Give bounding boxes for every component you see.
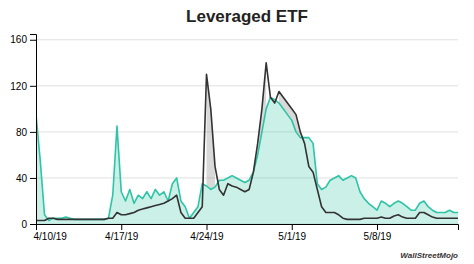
- tick-mark: [121, 224, 122, 230]
- tick-label: 80: [16, 127, 28, 138]
- plot: 0 40 80 120 160 4/10/19 4/17/19 4/24/19 5/1/19 5/…: [10, 34, 458, 242]
- axis-line: [37, 225, 459, 231]
- annotation: WallStreetMojo: [400, 251, 458, 260]
- tick-label: 4/17/19: [105, 231, 139, 242]
- axis-line: [30, 35, 37, 225]
- tick-mark: [207, 224, 208, 230]
- tick: 5/8/19: [364, 224, 392, 242]
- tick: 40: [16, 173, 36, 184]
- tick-mark: [36, 224, 37, 230]
- tick-label: 5/8/19: [364, 231, 392, 242]
- title: Leveraged ETF: [186, 7, 308, 26]
- marks: [36, 63, 458, 224]
- tick-label: 0: [21, 219, 27, 230]
- line: [36, 63, 458, 221]
- grid-line: [36, 131, 458, 132]
- tick-label: 40: [16, 173, 28, 184]
- x-axis: 4/10/19 4/17/19 4/24/19 5/1/19 5/8/19: [34, 224, 459, 242]
- y-axis: 0 40 80 120 160: [10, 34, 36, 229]
- tick-mark: [30, 224, 36, 225]
- tick: 4/10/19: [34, 224, 68, 242]
- tick-label: 160: [10, 34, 27, 45]
- tick-label: 120: [10, 81, 27, 92]
- grid-line: [36, 177, 458, 178]
- tick: 4/24/19: [190, 224, 224, 242]
- grid: [36, 40, 458, 224]
- tick-label: 4/10/19: [34, 231, 68, 242]
- tick-mark: [30, 178, 36, 179]
- tick: 5/1/19: [278, 224, 306, 242]
- line: [36, 97, 458, 220]
- tick: 4/17/19: [105, 224, 139, 242]
- tick-label: 5/1/19: [278, 231, 306, 242]
- tick-label: 4/24/19: [190, 231, 224, 242]
- tick-mark: [30, 132, 36, 133]
- chart: 0 40 80 120 160 4/10/19 4/17/19 4/24/19 5/1/19 5/…: [0, 0, 474, 264]
- tick: 80: [16, 127, 36, 138]
- tick-mark: [292, 224, 293, 230]
- tick: 160: [10, 34, 36, 45]
- tick-mark: [30, 40, 36, 41]
- tick: 120: [10, 81, 36, 92]
- grid-line: [36, 39, 458, 40]
- area: [36, 97, 458, 224]
- tick: 0: [21, 219, 36, 230]
- grid-line: [36, 85, 458, 86]
- tick-mark: [30, 86, 36, 87]
- tick-mark: [377, 224, 378, 230]
